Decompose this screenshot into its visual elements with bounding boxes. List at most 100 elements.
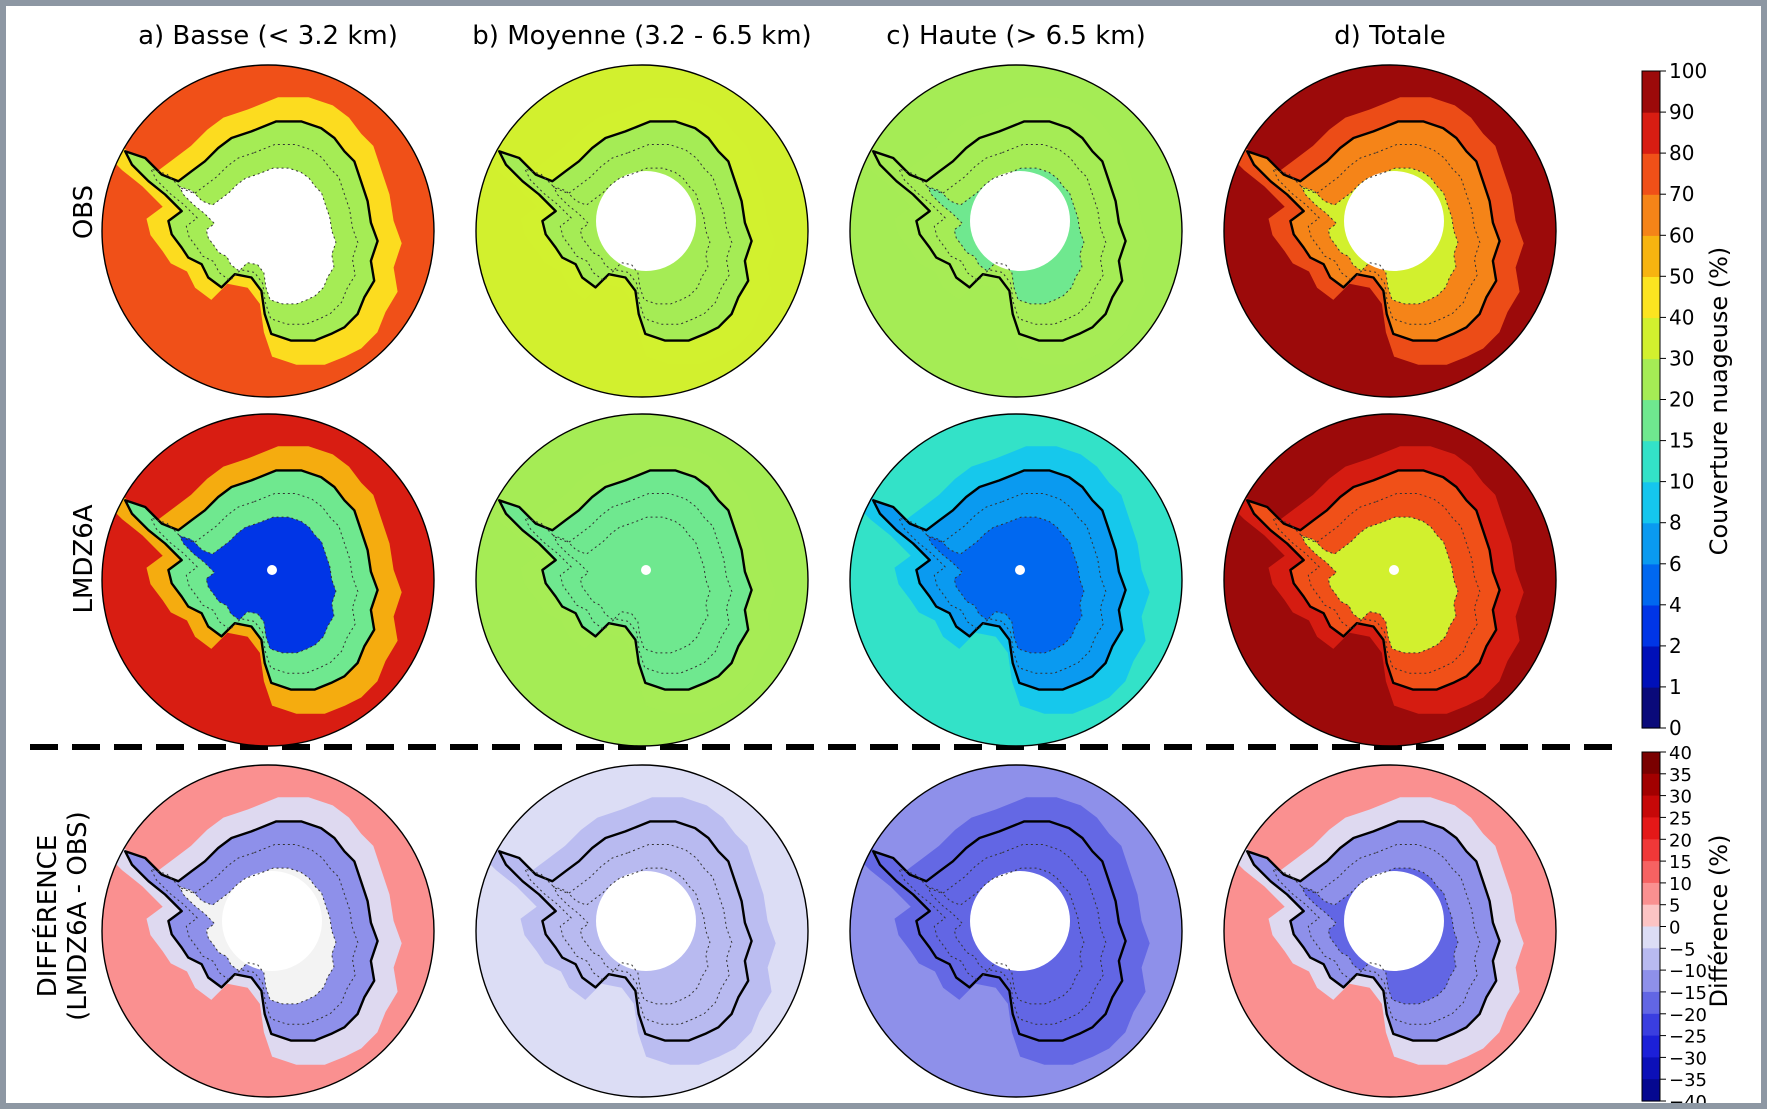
colorbar-tick-label: 10: [1669, 470, 1694, 494]
map-panel-obs-c: [849, 64, 1183, 398]
chart-svg: a) Basse (< 3.2 km) b) Moyenne (3.2 - 6.…: [30, 21, 1733, 1103]
pole-mask: [222, 871, 322, 971]
map-border: [849, 764, 1183, 1098]
colorbar-segment: [1642, 194, 1660, 236]
map-border: [849, 413, 1183, 747]
elevation-contour: [178, 867, 337, 1005]
elevation-contour: [178, 167, 337, 305]
pole-mask: [1015, 565, 1025, 575]
coastline: [123, 820, 379, 1042]
pole-mask: [970, 871, 1070, 971]
elevation-contour: [552, 867, 711, 1005]
column-title-b: b) Moyenne (3.2 - 6.5 km): [472, 21, 811, 51]
pole-mask: [970, 171, 1070, 271]
pole-mask: [1389, 565, 1399, 575]
elevation-contour: [926, 516, 1085, 654]
colorbar-tick-label: 20: [1669, 388, 1694, 412]
colorbar-segment: [1642, 861, 1660, 884]
colorbar-segment: [1642, 773, 1660, 797]
map-panel-obs-b: [475, 64, 809, 398]
coastline: [872, 469, 1127, 691]
colorbar-segment: [1642, 686, 1660, 729]
row-label-obs: OBS: [69, 185, 99, 239]
map-border: [475, 764, 809, 1098]
elevation-contour: [926, 167, 1085, 305]
map-panel-lmdz6a-b: [475, 413, 809, 747]
column-title-c: c) Haute (> 6.5 km): [886, 21, 1145, 51]
colorbar-tick-label: 4: [1669, 593, 1682, 617]
elevation-contour: [178, 516, 337, 654]
map-border: [475, 64, 809, 398]
colorbar-segment: [1642, 317, 1660, 360]
colorbar-tick-label: −5: [1669, 939, 1696, 960]
colorbar-tick-label: 35: [1669, 765, 1692, 786]
elevation-contour: [1300, 516, 1459, 654]
colorbar-cloud-cover: 0 1 2 4 6 8 10 15 20 30 40 50 60 70 80 90 100: [1641, 59, 1707, 740]
coastline: [872, 120, 1127, 342]
elevation-contour: [1300, 167, 1459, 305]
colorbar-tick-label: −10: [1669, 961, 1707, 982]
pole-mask: [1344, 871, 1444, 971]
colorbar-segment: [1642, 991, 1660, 1015]
colorbar-tick-label: 25: [1669, 808, 1692, 829]
colorbar-segment: [1642, 604, 1660, 647]
colorbar-segment: [1642, 112, 1660, 154]
colorbar-tick-label: 0: [1669, 716, 1682, 740]
map-panel-difference-d: [1223, 764, 1557, 1098]
map-panel-obs-d: [1223, 64, 1557, 398]
colorbar-tick-label: 50: [1669, 264, 1694, 288]
map-border: [475, 413, 809, 747]
colorbar-tick-label: 15: [1669, 429, 1694, 453]
colorbar-segment: [1642, 948, 1660, 971]
colorbar-segment: [1642, 1013, 1660, 1037]
colorbar-tick-label: 2: [1669, 634, 1682, 658]
colorbar-tick-label: 80: [1669, 141, 1694, 165]
row-label-difference-2: (LMDZ6A - OBS): [63, 811, 93, 1021]
colorbar-tick-label: 0: [1669, 918, 1680, 939]
coastline: [498, 469, 753, 691]
pole-mask: [596, 871, 696, 971]
coastline: [1245, 820, 1501, 1042]
colorbar-tick-label: 30: [1669, 787, 1692, 808]
colorbar-tick-label: 8: [1669, 511, 1682, 535]
row-label-difference-1: DIFFÉRENCE: [31, 835, 63, 998]
map-panel-lmdz6a-d: [1223, 413, 1557, 747]
coastline: [498, 820, 753, 1042]
colorbar-segment: [1642, 399, 1660, 442]
map-panel-lmdz6a-c: [849, 413, 1183, 747]
coastline: [1245, 469, 1501, 691]
colorbar-tick-label: 40: [1669, 305, 1694, 329]
continent-interior-field: [553, 517, 710, 653]
map-panel-lmdz6a-a: [101, 413, 435, 747]
colorbar-tick-label: −40: [1669, 1092, 1707, 1103]
colorbar-tick-label: 15: [1669, 852, 1692, 873]
map-border: [101, 413, 435, 747]
map-panel-obs-a: [101, 64, 435, 398]
colorbar-segment: [1642, 839, 1660, 862]
colorbar-segment: [1642, 481, 1660, 524]
colorbar-tick-label: −35: [1669, 1070, 1707, 1091]
pole-mask: [641, 565, 651, 575]
colorbar-segment: [1642, 1035, 1660, 1058]
colorbar-segment: [1642, 440, 1660, 483]
colorbar-segment: [1642, 153, 1660, 195]
colorbar-label-difference: Différence (%): [1705, 835, 1733, 1008]
map-border: [849, 64, 1183, 398]
pole-mask: [1344, 171, 1444, 271]
map-border: [101, 764, 435, 1098]
coastline: [123, 120, 379, 342]
map-border: [1223, 764, 1557, 1098]
row-label-lmdz6a: LMDZ6A: [69, 504, 99, 613]
colorbar-tick-label: 10: [1669, 874, 1692, 895]
colorbar-tick-label: 100: [1669, 59, 1707, 83]
coastline: [498, 120, 753, 342]
colorbar-tick-label: −15: [1669, 983, 1707, 1004]
map-panel-difference-c: [849, 764, 1183, 1098]
continent-interior-field: [179, 517, 336, 653]
colorbar-tick-label: 70: [1669, 182, 1694, 206]
colorbar-segment: [1642, 795, 1660, 818]
elevation-contour: [926, 867, 1085, 1005]
colorbar-tick-label: 90: [1669, 100, 1694, 124]
map-border: [1223, 64, 1557, 398]
colorbar-tick-label: 1: [1669, 675, 1682, 699]
